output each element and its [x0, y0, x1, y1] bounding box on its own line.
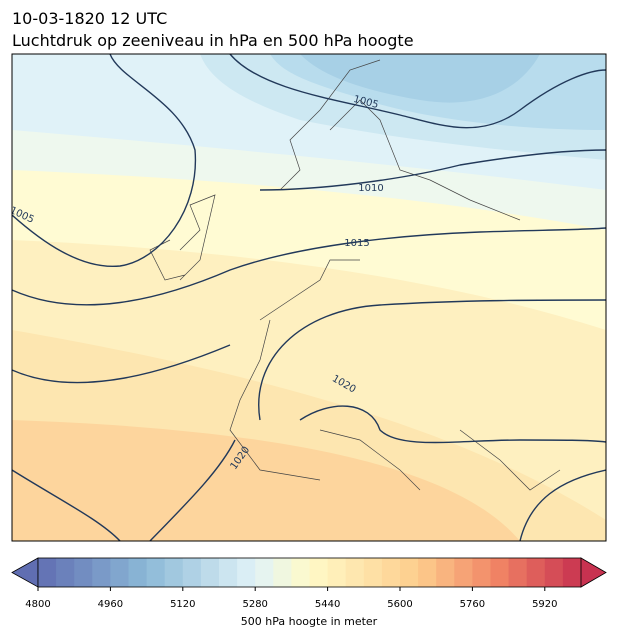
colorbar-tick-label: 5760: [460, 599, 485, 610]
isobar: [258, 299, 606, 421]
title-time: 10-03-1820 12 UTC: [12, 9, 167, 28]
colorbar-tick-label: 4960: [98, 599, 123, 610]
colorbar: 4800 4960 5120 5280 5440 5600 5760 5920: [11, 557, 607, 610]
colorbar-segment: [110, 558, 129, 587]
colorbar-segment: [38, 558, 57, 587]
colorbar-segment: [508, 558, 528, 587]
colorbar-segment: [182, 558, 202, 587]
colorbar-segment: [400, 558, 419, 587]
isobar: [519, 469, 606, 541]
contour-label: 1010: [358, 183, 383, 194]
colorbar-segment: [454, 558, 473, 587]
colorbar-segment: [273, 558, 292, 587]
colorbar-segment: [255, 558, 274, 587]
colorbar-extend-high: [580, 557, 607, 588]
isobar: [12, 469, 121, 541]
colorbar-segment: [219, 558, 238, 587]
colorbar-segment: [164, 558, 184, 587]
colorbar-segment: [472, 558, 491, 587]
colorbar-tick-label: 5600: [387, 599, 412, 610]
map-frame: [11, 53, 607, 542]
isobar: [12, 54, 197, 268]
colorbar-segment: [526, 558, 546, 587]
colorbar-segment: [327, 558, 347, 587]
colorbar-tick-label: 5920: [532, 599, 557, 610]
colorbar-segment: [381, 558, 401, 587]
colorbar-segment: [56, 558, 75, 587]
colorbar-segment: [418, 558, 437, 587]
colorbar-segment: [562, 558, 582, 587]
contour-label: 1015: [344, 238, 369, 249]
coastline: [149, 59, 561, 491]
colorbar-tick-label: 5440: [315, 599, 340, 610]
isobar: [149, 439, 236, 541]
colorbar-segment: [128, 558, 148, 587]
colorbar-tick-label: 5280: [242, 599, 267, 610]
colorbar-segment: [237, 558, 256, 587]
colorbar-segment: [309, 558, 329, 587]
isobar: [12, 227, 606, 306]
colorbar-tick-label: 4800: [25, 599, 50, 610]
colorbar-segment: [490, 558, 510, 587]
colorbar-label: 500 hPa hoogte in meter: [241, 615, 378, 628]
colorbar-segment: [74, 558, 93, 587]
colorbar-frame: [37, 557, 582, 588]
isobar: [12, 344, 231, 384]
colorbar-segment: [345, 558, 365, 587]
colorbar-segment: [544, 558, 564, 587]
title-main: Luchtdruk op zeeniveau in hPa en 500 hPa…: [12, 31, 414, 50]
colorbar-extend-low: [11, 557, 39, 588]
colorbar-segment: [92, 558, 111, 587]
colorbar-segment: [436, 558, 455, 587]
isobar: [259, 149, 606, 191]
isobar: [299, 405, 606, 444]
colorbar-segment: [291, 558, 310, 587]
map: 1005 1010 1005 1015 1020 1020: [12, 54, 606, 541]
band: [300, 54, 540, 103]
colorbar-tick-label: 5120: [170, 599, 195, 610]
colorbar-segment: [200, 558, 220, 587]
colorbar-segment: [146, 558, 166, 587]
isobar: [229, 54, 606, 129]
colorbar-segment: [363, 558, 383, 587]
